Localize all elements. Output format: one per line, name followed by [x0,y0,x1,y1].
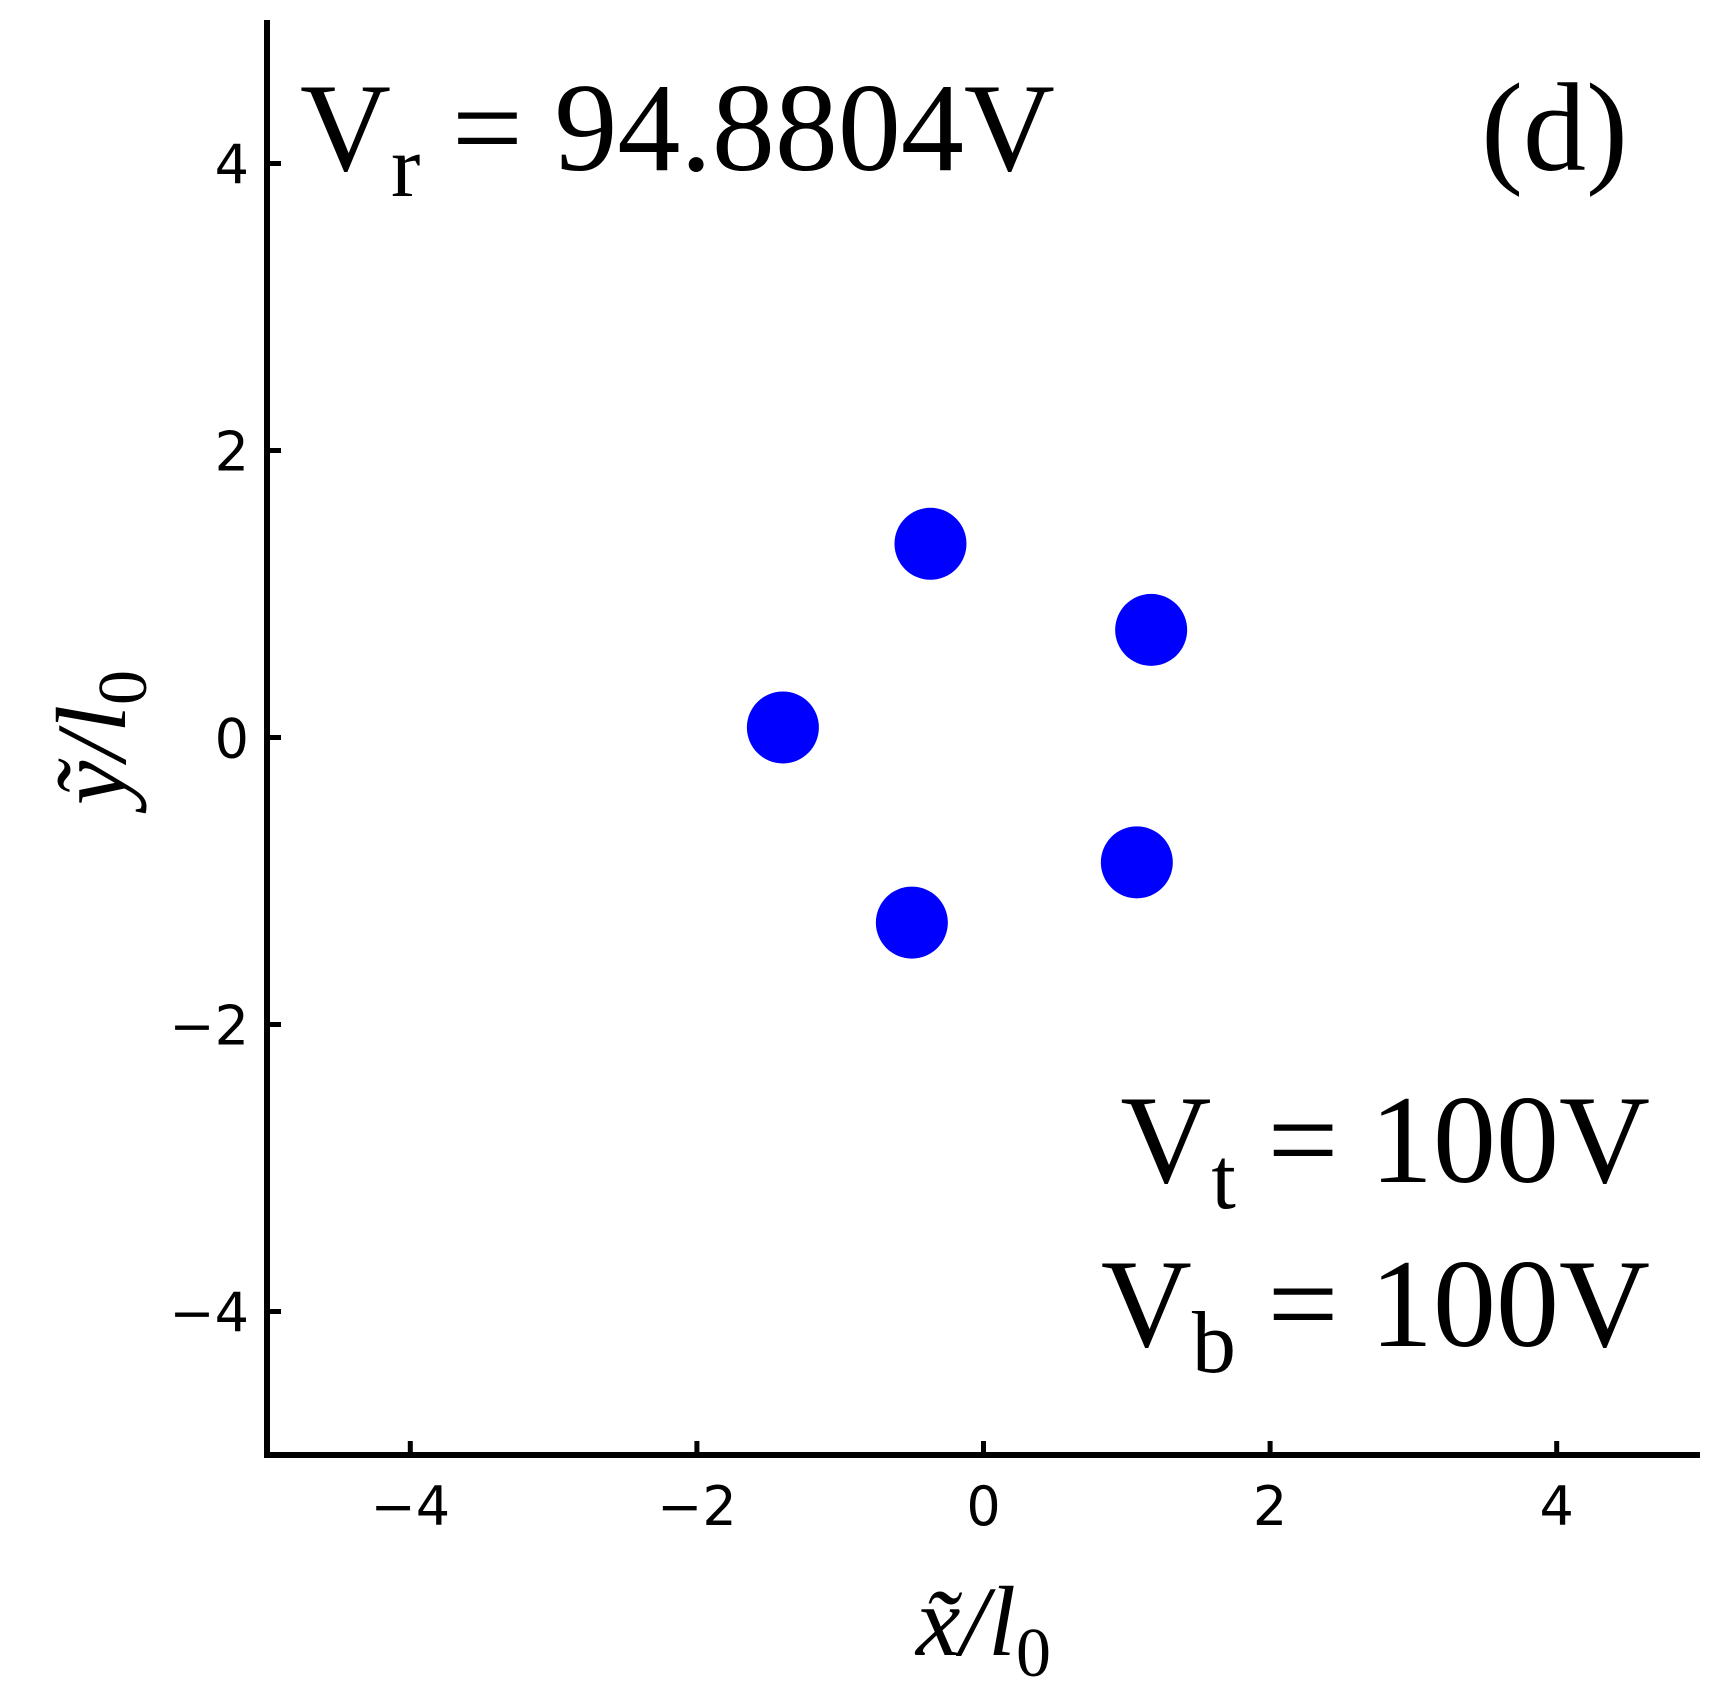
annotation-main: (d) [1481,59,1628,198]
annotation: Vt = 100V [1120,1071,1650,1228]
annotation: Vr = 94.8804V [300,59,1055,216]
y-tick-label: −4 [169,1282,249,1345]
y-axis-label-sub: 0 [85,670,162,705]
annotation: (d) [1481,59,1628,198]
annotation-rest: = 100V [1236,1071,1650,1210]
y-tick-label: 4 [215,134,249,197]
annotation-sub: t [1211,1130,1236,1228]
x-tick-label: −2 [657,1475,737,1538]
annotation-sub: b [1192,1294,1236,1392]
annotation-main: V [1101,1235,1192,1374]
x-axis-label-main: x̃/l [914,1566,1016,1677]
annotation-main: V [300,59,391,198]
y-axis-label-main: ỹ/l [36,705,147,814]
point [875,886,948,959]
x-tick-label: 4 [1540,1475,1574,1538]
point [746,691,819,764]
y-axis-label: ỹ/l0 [36,670,162,814]
x-axis-label: x̃/l0 [914,1566,1051,1688]
y-tick-label: 2 [215,421,249,484]
point [1100,826,1173,899]
annotation: Vb = 100V [1101,1235,1650,1392]
annotation-main: V [1120,1071,1211,1210]
y-tick-label: −2 [169,995,249,1058]
x-tick-label: 0 [966,1475,1000,1538]
annotation-rest: = 100V [1236,1235,1650,1374]
x-axis-label-sub: 0 [1016,1615,1051,1688]
annotation-rest: = 94.8804V [420,59,1055,198]
point [1115,593,1188,666]
point [894,507,967,580]
x-tick-label: −4 [370,1475,450,1538]
y-tick-label: 0 [215,708,249,771]
annotation-sub: r [391,118,420,216]
x-tick-label: 2 [1253,1475,1287,1538]
